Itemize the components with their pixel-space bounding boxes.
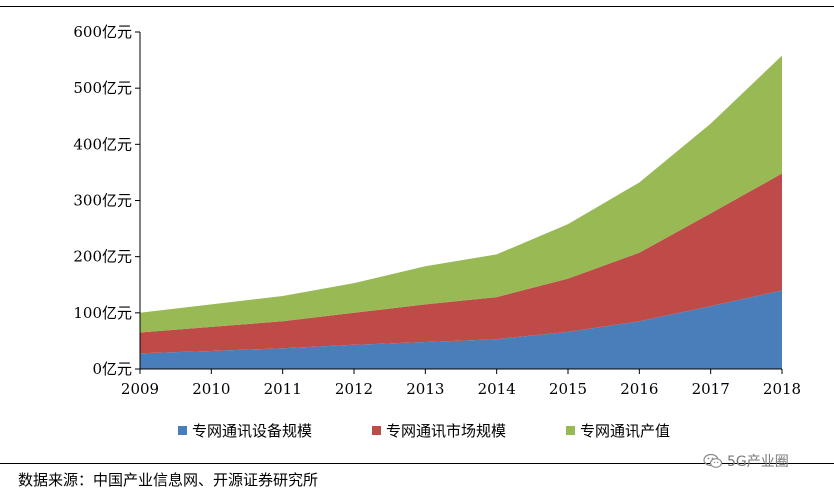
y-tick-label: 0亿元 <box>92 360 132 378</box>
x-tick-label: 2012 <box>335 380 373 398</box>
legend-label-2: 专网通讯市场规模 <box>386 422 506 440</box>
x-tick-label: 2013 <box>406 380 444 398</box>
x-tick-label: 2011 <box>264 380 302 398</box>
top-rule <box>0 6 834 7</box>
areas-group <box>140 55 782 369</box>
legend-swatch-2 <box>372 426 381 435</box>
y-tick-label: 200亿元 <box>73 248 132 266</box>
legend-swatch-1 <box>178 426 187 435</box>
y-tick-label: 100亿元 <box>73 304 132 322</box>
x-tick-label: 2017 <box>692 380 730 398</box>
y-tick-label: 300亿元 <box>73 192 132 210</box>
x-tick-label: 2018 <box>763 380 801 398</box>
watermark: 5G产业圈 <box>703 450 789 472</box>
y-tick-label: 400亿元 <box>73 135 132 153</box>
legend-label-1: 专网通讯设备规模 <box>192 422 312 440</box>
x-tick-label: 2009 <box>121 380 159 398</box>
x-tick-label: 2014 <box>478 380 516 398</box>
area-series-3 <box>140 55 782 333</box>
source-note: 数据来源：中国产业信息网、开源证券研究所 <box>18 471 319 489</box>
watermark-text: 5G产业圈 <box>727 454 789 470</box>
x-tick-label: 2010 <box>192 380 230 398</box>
y-tick-label: 600亿元 <box>73 23 132 41</box>
area-series-2 <box>140 173 782 354</box>
legend-label-3: 专网通讯产值 <box>580 422 670 440</box>
y-axis-ticks: 0亿元 100亿元 200亿元 300亿元 400亿元 500亿元 600亿元 <box>73 23 140 378</box>
legend-swatch-3 <box>566 426 575 435</box>
area-series-1 <box>140 290 782 369</box>
y-tick-label: 500亿元 <box>73 79 132 97</box>
legend: 专网通讯设备规模 专网通讯市场规模 专网通讯产值 <box>178 422 670 440</box>
x-tick-label: 2016 <box>620 380 658 398</box>
x-axis-ticks: 2009 2010 2011 2012 2013 2014 2015 2016 2017 2018 <box>121 369 801 398</box>
bottom-rule <box>0 463 834 464</box>
wechat-icon <box>703 453 723 468</box>
x-tick-label: 2015 <box>549 380 587 398</box>
